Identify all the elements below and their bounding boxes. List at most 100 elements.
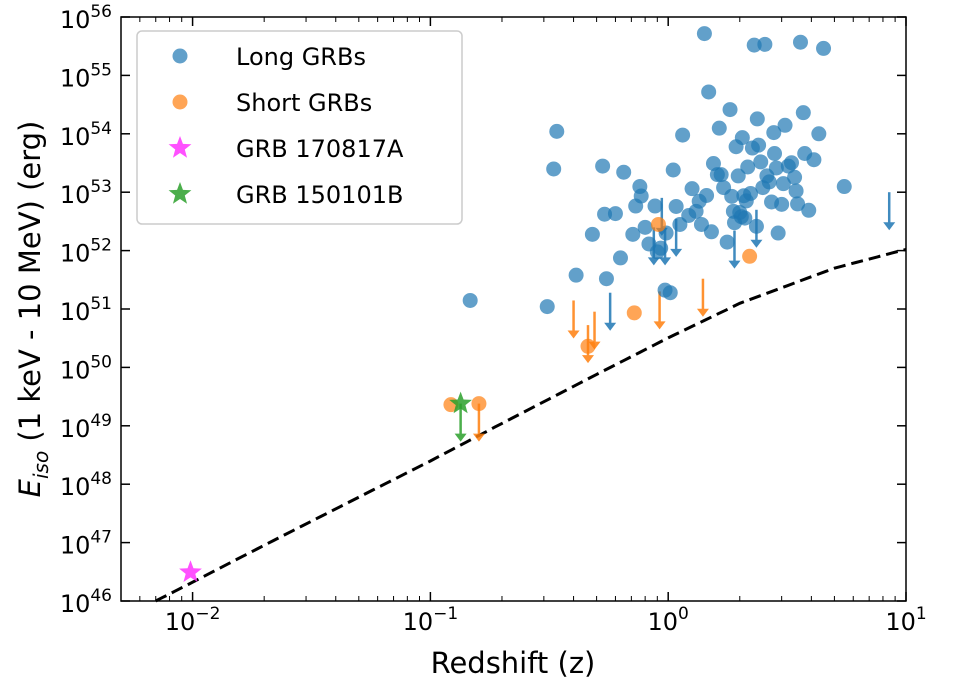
data-point xyxy=(675,127,691,143)
upper-limit-arrow xyxy=(728,230,741,269)
data-point xyxy=(626,305,642,321)
upper-limit-head xyxy=(728,260,741,269)
data-point xyxy=(795,105,811,121)
y-tick-label: 1056 xyxy=(60,2,112,34)
x-tick-label: 100 xyxy=(648,604,689,636)
y-tick-label: 1047 xyxy=(60,528,112,560)
data-point xyxy=(774,196,790,212)
legend-label: GRB 150101B xyxy=(236,181,403,209)
data-point xyxy=(734,130,750,146)
data-point xyxy=(792,34,808,50)
upper-limit-head xyxy=(696,308,709,317)
data-point xyxy=(616,164,632,180)
data-point xyxy=(650,216,666,232)
data-point xyxy=(811,126,827,142)
data-point xyxy=(612,250,628,266)
upper-limit-head xyxy=(883,222,896,231)
legend: Long GRBs Short GRBs GRB 170817A GRB 150101… xyxy=(136,30,463,225)
data-point xyxy=(742,248,758,264)
upper-limit-head xyxy=(670,248,683,257)
data-point xyxy=(665,162,681,178)
data-point xyxy=(637,219,653,235)
data-point xyxy=(546,161,562,177)
legend-box xyxy=(136,30,463,225)
y-axis: 1046 1047 1048 1049 1050 1051 1052 1053 1054 1055… xyxy=(60,2,906,618)
data-point xyxy=(770,225,786,241)
legend-marker xyxy=(172,94,188,110)
upper-limit-head xyxy=(472,433,485,442)
data-point xyxy=(806,152,822,168)
data-point xyxy=(722,102,738,118)
data-point xyxy=(633,188,649,204)
data-point xyxy=(703,224,719,240)
data-point xyxy=(696,26,712,42)
star-point xyxy=(179,560,202,583)
legend-label: GRB 170817A xyxy=(236,135,404,163)
data-point xyxy=(784,155,800,171)
upper-limit-head xyxy=(659,257,672,266)
data-point xyxy=(766,125,782,141)
upper-limit-head xyxy=(750,239,763,248)
data-point xyxy=(662,285,678,301)
legend-star-marker xyxy=(168,182,192,204)
y-axis-label-sub: iso xyxy=(29,451,53,479)
legend-label: Short GRBs xyxy=(236,89,372,117)
upper-limit-head xyxy=(604,322,617,331)
legend-entry: GRB 170817A xyxy=(168,135,404,163)
data-point xyxy=(598,271,614,287)
data-point xyxy=(668,198,684,214)
data-point xyxy=(836,179,852,195)
upper-limit-head xyxy=(454,433,467,442)
data-point xyxy=(743,186,759,202)
y-tick-label: 1050 xyxy=(60,352,112,384)
upper-limit-arrow xyxy=(567,300,580,339)
data-point xyxy=(730,168,746,184)
upper-limit-head xyxy=(653,321,666,330)
y-tick-label: 1055 xyxy=(60,60,112,92)
data-point xyxy=(746,37,762,53)
y-tick-label: 1053 xyxy=(60,177,112,209)
data-point xyxy=(749,111,765,127)
upper-limit-arrow xyxy=(883,192,896,231)
legend-marker xyxy=(172,48,188,64)
x-tick-label: 10−2 xyxy=(165,604,221,636)
data-point xyxy=(767,145,783,161)
data-point xyxy=(753,154,769,170)
data-point xyxy=(653,240,669,256)
data-point xyxy=(724,188,740,204)
data-point xyxy=(816,40,832,56)
data-point xyxy=(647,198,663,214)
data-point xyxy=(625,226,641,242)
data-point xyxy=(539,299,555,315)
data-point xyxy=(788,183,804,199)
data-point xyxy=(549,123,565,139)
data-point xyxy=(607,206,623,222)
y-tick-label: 1049 xyxy=(60,411,112,443)
data-point xyxy=(584,226,600,242)
y-tick-label: 1046 xyxy=(60,586,112,618)
data-point xyxy=(719,234,735,250)
data-point xyxy=(713,167,729,183)
threshold-curve xyxy=(155,247,907,603)
legend-entry: Long GRBs xyxy=(172,43,366,71)
y-axis-label-main: E xyxy=(13,478,47,497)
y-axis-label: Eiso (1 keV - 10 MeV) (erg) xyxy=(13,121,53,498)
upper-limit-head xyxy=(567,330,580,339)
data-point xyxy=(737,210,753,226)
x-tick-label: 10−1 xyxy=(403,604,459,636)
upper-limit-arrow xyxy=(653,291,666,330)
upper-limit-arrow xyxy=(454,403,467,442)
data-point xyxy=(580,338,596,354)
data-point xyxy=(711,120,727,136)
data-point xyxy=(751,137,767,153)
x-tick-label: 101 xyxy=(885,604,926,636)
data-point xyxy=(768,160,784,176)
data-point xyxy=(699,187,715,203)
data-point xyxy=(801,202,817,218)
data-point xyxy=(761,174,777,190)
x-axis-label: Redshift (z) xyxy=(431,646,596,678)
upper-limit-arrow xyxy=(604,292,617,331)
data-point xyxy=(701,84,717,100)
upper-limit-head xyxy=(581,355,594,364)
